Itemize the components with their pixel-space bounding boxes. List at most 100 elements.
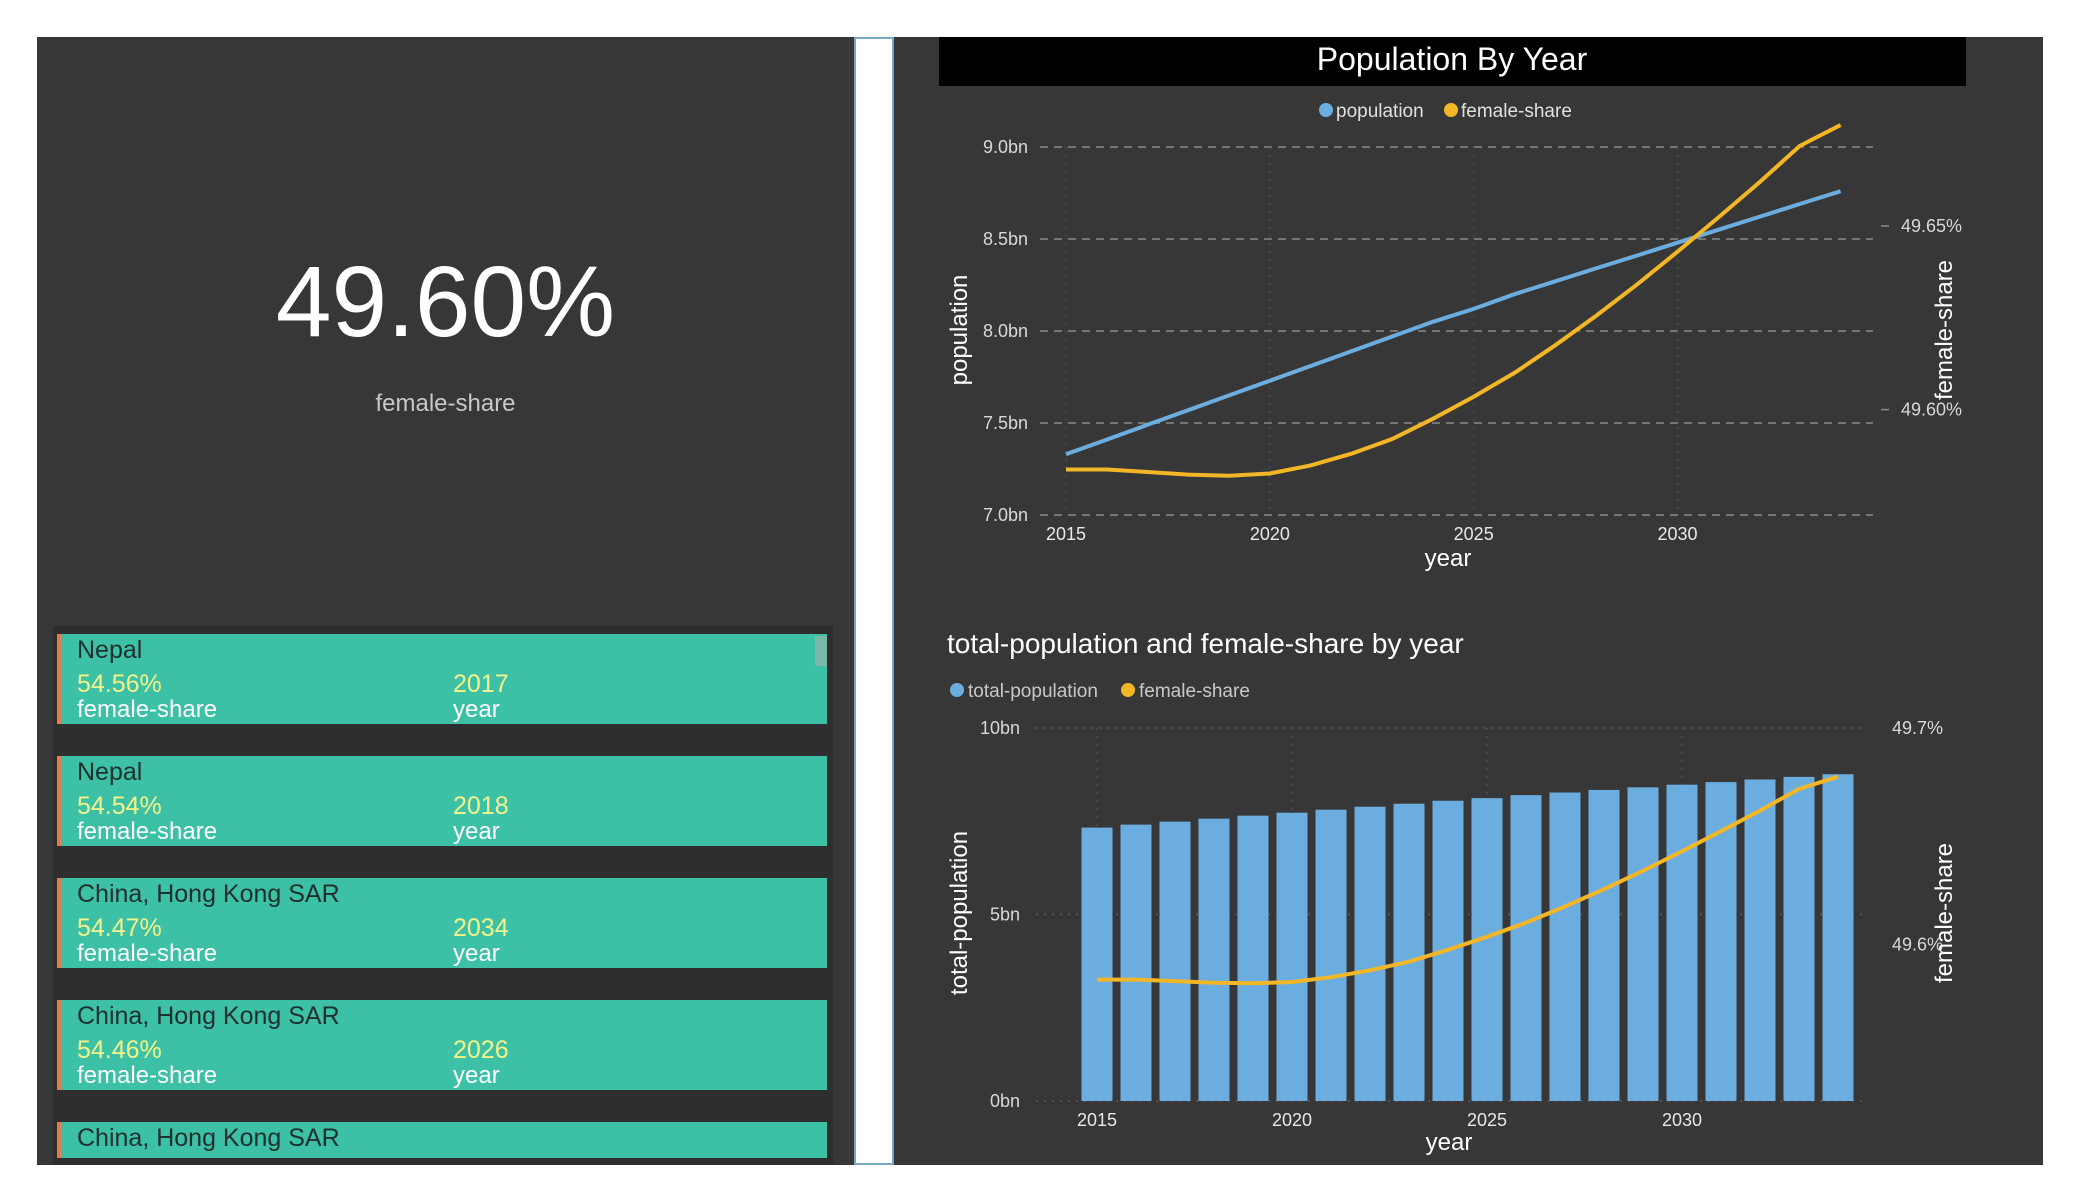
- chart1-y2-tick-label: 49.60%: [1901, 400, 1962, 420]
- card-country: Nepal: [77, 636, 143, 664]
- chart1-y-axis-label: population: [946, 275, 973, 386]
- card-country: Nepal: [77, 758, 143, 786]
- chart1-y2-axis-label: female-share: [1931, 260, 1958, 400]
- card-year-label: year: [453, 940, 500, 967]
- chart1-y-ticks: 7.0bn 7.5bn 8.0bn 8.5bn 9.0bn: [983, 137, 1028, 525]
- chart2-y2-axis-label: female-share: [1931, 843, 1958, 983]
- chart2-bar[interactable]: [1822, 774, 1854, 1101]
- scrollbar-thumb[interactable]: [815, 636, 827, 666]
- chart2-y-axis-label: total-population: [946, 831, 973, 995]
- chart2-bar[interactable]: [1081, 827, 1113, 1101]
- chart2-y2-ticks: 49.6% 49.7%: [1892, 718, 1943, 954]
- chart2-y2-tick-label: 49.7%: [1892, 718, 1943, 738]
- chart1-y2-tick-label: 49.65%: [1901, 216, 1962, 236]
- chart2-y-ticks: 0bn 5bn 10bn: [980, 718, 1020, 1111]
- kpi-label: female-share: [375, 390, 516, 417]
- chart1-y-tick-label: 7.0bn: [983, 505, 1028, 525]
- card-list[interactable]: Nepal 54.56% 2017 female-share year Nepa…: [53, 626, 833, 1165]
- chart1-y-tick-label: 7.5bn: [983, 413, 1028, 433]
- card-female-share-label: female-share: [77, 696, 218, 723]
- chart2-bar[interactable]: [1315, 809, 1347, 1101]
- chart1-y2-ticks: 49.60% 49.65%: [1881, 216, 1962, 420]
- chart2-y-tick-label: 0bn: [990, 1091, 1020, 1111]
- card-item[interactable]: China, Hong Kong SAR: [57, 1122, 827, 1158]
- chart2-x-tick-label: 2030: [1662, 1110, 1702, 1130]
- kpi-value: 49.60%: [275, 246, 616, 358]
- legend-population-swatch: [1319, 103, 1333, 117]
- card-year-label: year: [453, 696, 500, 723]
- card-item[interactable]: China, Hong Kong SAR 54.47% 2034 female-…: [57, 878, 827, 968]
- chart2-y-tick-label: 5bn: [990, 905, 1020, 925]
- legend-female-share-swatch: [1444, 103, 1458, 117]
- chart2-bar[interactable]: [1588, 789, 1620, 1101]
- chart2-bar[interactable]: [1471, 798, 1503, 1101]
- card-year: 2034: [453, 914, 509, 942]
- divider: [854, 37, 894, 1165]
- chart2-bar[interactable]: [1510, 795, 1542, 1101]
- chart2-bar[interactable]: [1354, 806, 1386, 1101]
- card-country: China, Hong Kong SAR: [77, 1002, 340, 1030]
- chart2-x-tick-label: 2020: [1272, 1110, 1312, 1130]
- card-female-share-label: female-share: [77, 818, 218, 845]
- card-country: China, Hong Kong SAR: [77, 1124, 340, 1152]
- chart2-bar[interactable]: [1627, 787, 1659, 1101]
- chart2-bar[interactable]: [1198, 818, 1230, 1101]
- chart2-x-ticks: 2015 2020 2025 2030: [1077, 1110, 1702, 1130]
- card-female-share-label: female-share: [77, 940, 218, 967]
- chart1-y-tick-label: 8.5bn: [983, 229, 1028, 249]
- left-panel: 49.60% female-share Nepal 54.56% 2017 fe…: [37, 37, 854, 1165]
- chart2-x-tick-label: 2015: [1077, 1110, 1117, 1130]
- card-female-share: 54.56%: [77, 670, 162, 698]
- chart1-y-tick-label: 8.0bn: [983, 321, 1028, 341]
- chart2-bar[interactable]: [1120, 824, 1152, 1101]
- legend-female-share-swatch: [1121, 683, 1135, 697]
- total-population-bar-chart: total-population and female-share by yea…: [946, 628, 1958, 1156]
- card-year: 2018: [453, 792, 509, 820]
- female-share-series-line[interactable]: [1066, 123, 1842, 478]
- legend-total-population-label[interactable]: total-population: [968, 681, 1098, 702]
- chart1-x-axis-label: year: [1425, 545, 1472, 572]
- chart2-bars: [1081, 774, 1854, 1101]
- card-item[interactable]: Nepal 54.54% 2018 female-share year: [57, 756, 827, 846]
- chart1-x-tick-label: 2020: [1250, 524, 1290, 544]
- chart2-bar[interactable]: [1393, 803, 1425, 1101]
- card-item[interactable]: Nepal 54.56% 2017 female-share year: [57, 634, 827, 724]
- charts-svg: Population By Year population female-sha…: [939, 37, 1966, 1156]
- chart1-y-tick-label: 9.0bn: [983, 137, 1028, 157]
- chart2-bar[interactable]: [1549, 792, 1581, 1101]
- chart2-bar[interactable]: [1783, 776, 1815, 1101]
- chart2-bar[interactable]: [1159, 821, 1191, 1101]
- card-female-share-label: female-share: [77, 1062, 218, 1089]
- chart2-x-tick-label: 2025: [1467, 1110, 1507, 1130]
- chart2-bar[interactable]: [1276, 812, 1308, 1101]
- chart2-y2-tick-label: 49.6%: [1892, 934, 1943, 954]
- card-year: 2017: [453, 670, 509, 698]
- card-female-share: 54.47%: [77, 914, 162, 942]
- card-female-share: 54.46%: [77, 1036, 162, 1064]
- card-year-label: year: [453, 1062, 500, 1089]
- population-line-chart: Population By Year population female-sha…: [939, 37, 1966, 572]
- legend-total-population-swatch: [950, 683, 964, 697]
- chart1-grid: [1040, 146, 1873, 516]
- chart1-x-ticks: 2015 2020 2025 2030: [1046, 524, 1698, 544]
- card-year-label: year: [453, 818, 500, 845]
- chart1-title-bar: [939, 37, 1966, 86]
- card-item[interactable]: China, Hong Kong SAR 54.46% 2026 female-…: [57, 1000, 827, 1090]
- chart2-x-axis-label: year: [1426, 1129, 1473, 1156]
- female-share-series-line[interactable]: [1097, 774, 1839, 986]
- chart1-x-tick-label: 2025: [1454, 524, 1494, 544]
- chart2-bar[interactable]: [1237, 815, 1269, 1101]
- chart2-y-tick-label: 10bn: [980, 718, 1020, 738]
- chart2-title: total-population and female-share by yea…: [947, 628, 1464, 659]
- chart2-bar[interactable]: [1744, 779, 1776, 1101]
- legend-population-label[interactable]: population: [1336, 101, 1424, 122]
- chart1-x-tick-label: 2015: [1046, 524, 1086, 544]
- population-series-line[interactable]: [1065, 189, 1842, 457]
- chart2-bar[interactable]: [1666, 784, 1698, 1101]
- legend-female-share-label[interactable]: female-share: [1461, 101, 1572, 122]
- card-country: China, Hong Kong SAR: [77, 880, 340, 908]
- legend-female-share-label[interactable]: female-share: [1139, 681, 1250, 702]
- chart1-title: Population By Year: [1317, 41, 1588, 77]
- card-female-share: 54.54%: [77, 792, 162, 820]
- chart1-x-tick-label: 2030: [1658, 524, 1698, 544]
